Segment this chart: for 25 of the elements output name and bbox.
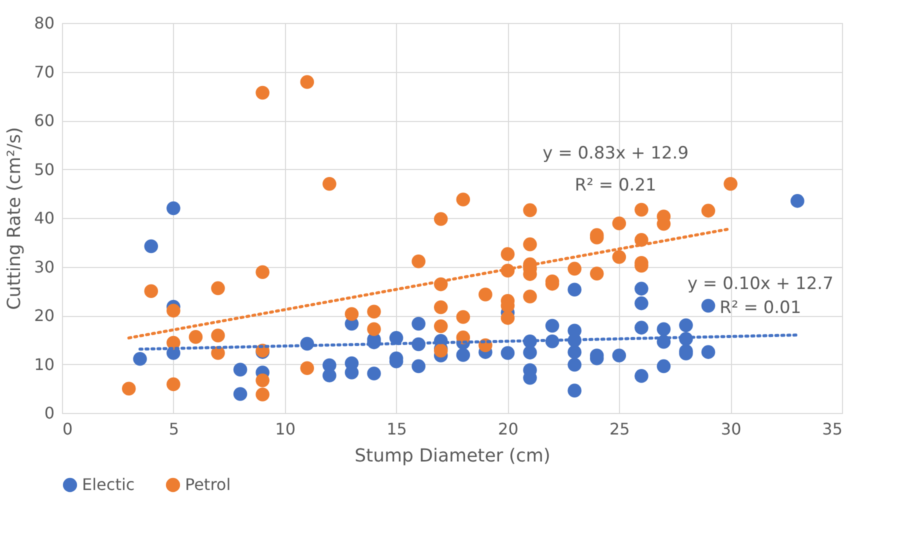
x-axis-title: Stump Diameter (cm)	[354, 446, 550, 466]
annotation: y = 0.83x + 12.9	[542, 144, 689, 164]
y-tick-label: 60	[34, 111, 54, 130]
x-tick-label: 35	[822, 420, 842, 438]
y-tick-label: 20	[34, 306, 54, 325]
y-tick-label: 10	[34, 354, 54, 374]
annotation: R² = 0.21	[574, 176, 656, 196]
y-tick-label: 30	[34, 257, 54, 276]
legend-label: Petrol	[185, 475, 231, 494]
x-tick-label: 25	[609, 420, 630, 438]
x-tick-label: 20	[498, 420, 518, 438]
annotation: R² = 0.01	[720, 298, 802, 318]
y-tick-label: 50	[34, 160, 54, 179]
annotation: y = 0.10x + 12.7	[687, 274, 834, 294]
legend-label: Electic	[82, 475, 135, 494]
y-axis-title: Cutting Rate (cm²/s)	[4, 127, 26, 310]
x-tick-label: 30	[720, 420, 742, 438]
y-tick-label: 0	[44, 404, 54, 422]
y-tick-label: 70	[34, 62, 54, 82]
y-tick-label: 40	[34, 208, 54, 228]
y-tick-label: 80	[34, 14, 54, 32]
x-tick-label: 5	[168, 420, 180, 438]
x-tick-label: 10	[275, 420, 296, 438]
x-tick-label: 0	[62, 420, 73, 438]
x-tick-label: 15	[386, 420, 407, 438]
